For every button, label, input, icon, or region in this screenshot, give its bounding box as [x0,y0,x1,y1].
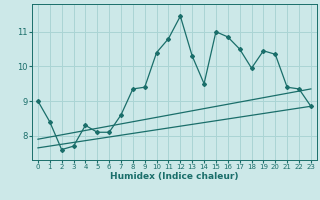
X-axis label: Humidex (Indice chaleur): Humidex (Indice chaleur) [110,172,239,181]
